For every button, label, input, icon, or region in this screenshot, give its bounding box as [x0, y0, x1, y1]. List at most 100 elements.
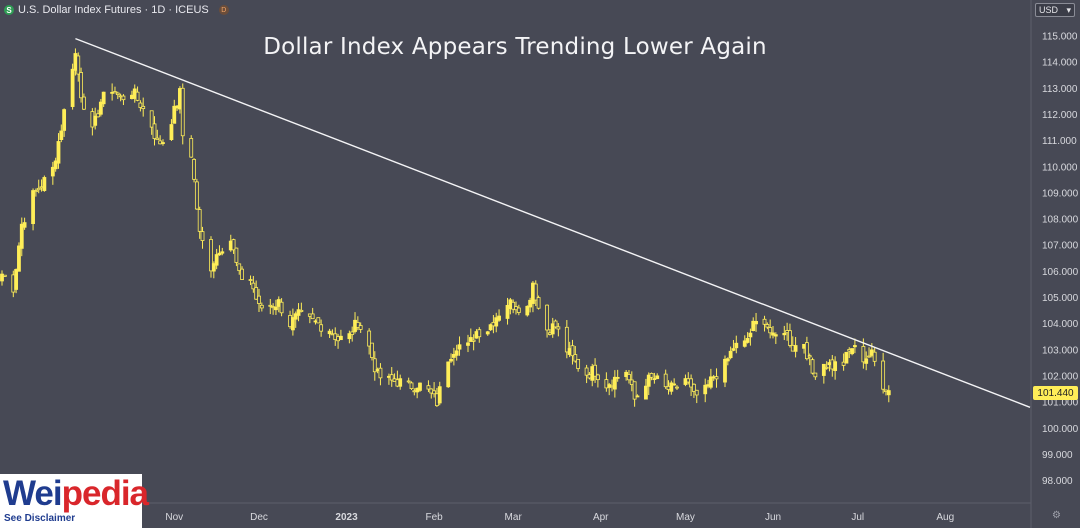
price-tick-label: 110.000 [1042, 162, 1078, 173]
candle-body [251, 282, 256, 290]
price-tick-label: 115.000 [1042, 32, 1078, 43]
currency-selector[interactable]: USD ▾ [1035, 3, 1075, 17]
candle-body [14, 269, 19, 290]
time-tick-label: 2023 [335, 512, 358, 523]
candle-body [703, 384, 708, 395]
candle-body [161, 142, 165, 144]
candle-body [725, 358, 730, 362]
brand-wordmark: Weipedia [3, 474, 149, 513]
candle-body [807, 355, 812, 358]
price-tick-label: 102.000 [1042, 371, 1079, 382]
candle-body [451, 353, 456, 358]
price-tick-label: 99.000 [1042, 450, 1073, 461]
candle-body [82, 96, 86, 110]
candle-body [70, 68, 75, 107]
candle-body [649, 373, 654, 378]
candle-body [316, 317, 321, 324]
candle-body [0, 273, 4, 282]
candle-body [886, 390, 891, 396]
candle-body [254, 287, 259, 300]
gear-icon[interactable]: ⚙ [1052, 510, 1061, 521]
price-tick-label: 104.000 [1042, 319, 1079, 330]
time-tick-label: Aug [936, 512, 954, 523]
candle-body [197, 209, 202, 232]
candle-body [782, 333, 787, 336]
candle-body [290, 317, 295, 331]
candle-body [22, 222, 27, 228]
candle-body [570, 345, 575, 357]
candle-body [350, 331, 355, 335]
candle-body [632, 381, 637, 400]
candle-body [564, 326, 569, 353]
candle-body [833, 361, 838, 372]
candle-body [511, 301, 516, 310]
candle-body [79, 72, 83, 99]
candle-body [234, 247, 239, 263]
candle-body [319, 324, 324, 332]
candle-body [169, 124, 174, 141]
price-tick-label: 101.000 [1042, 398, 1079, 409]
candle-body [155, 137, 160, 141]
candle-body [296, 309, 301, 316]
candle-body [525, 305, 530, 316]
candle-body [533, 283, 538, 301]
candle-body [793, 345, 798, 352]
candle-body [17, 245, 21, 272]
candle-body [432, 390, 436, 395]
symbol-header[interactable]: S U.S. Dollar Index Futures · 1D · ICEUS… [0, 0, 229, 20]
candle-body [372, 358, 377, 373]
candle-body [31, 190, 35, 225]
candle-body [471, 339, 476, 342]
candle-body [2, 274, 7, 277]
chevron-down-icon: ▾ [1066, 4, 1071, 15]
candle-body [115, 92, 120, 96]
disclaimer-link[interactable]: See Disclaimer [4, 513, 76, 524]
candle-body [576, 358, 581, 369]
candle-body [821, 363, 826, 376]
candle-body [841, 361, 846, 366]
candle-body [881, 360, 886, 390]
candle-body [406, 380, 411, 383]
candle-body [765, 324, 770, 328]
candle-body [135, 91, 140, 101]
price-tick-label: 108.000 [1042, 215, 1079, 226]
candle-body [237, 263, 242, 272]
price-tick-label: 103.000 [1042, 345, 1079, 356]
candle-body [872, 351, 877, 362]
candle-body [867, 355, 871, 358]
candle-body [536, 297, 541, 309]
candle-body [121, 95, 126, 101]
candle-body [810, 359, 815, 374]
candle-body [728, 350, 733, 359]
candle-body [355, 322, 360, 328]
candle-body [477, 329, 482, 338]
candle-body [864, 358, 869, 364]
candle-body [731, 348, 736, 351]
candle-body [347, 333, 352, 340]
candle-body [42, 177, 47, 191]
price-tick-label: 113.000 [1042, 84, 1078, 95]
candle-body [449, 358, 453, 362]
candle-body [76, 55, 81, 75]
candle-body [367, 330, 372, 347]
candle-body [152, 123, 157, 139]
candle-body [485, 331, 490, 335]
candle-body [409, 382, 414, 390]
candle-body [853, 345, 857, 348]
price-tick-label: 105.000 [1042, 293, 1079, 304]
candle-body [824, 366, 829, 369]
symbol-title[interactable]: U.S. Dollar Index Futures · 1D · ICEUS [18, 4, 209, 16]
price-tick-label: 111.000 [1042, 136, 1077, 147]
candle-body [644, 385, 648, 400]
candle-body [745, 338, 750, 343]
candle-body [742, 340, 747, 347]
candle-body [663, 373, 668, 388]
time-axis: OctNovDec2023FebMarAprMayJunJulAug [79, 512, 954, 523]
symbol-icon: S [4, 5, 14, 15]
candle-body [734, 342, 739, 349]
price-tick-label: 114.000 [1042, 58, 1078, 69]
candle-body [274, 306, 278, 311]
candle-body [505, 304, 510, 319]
candle-body [652, 378, 657, 380]
